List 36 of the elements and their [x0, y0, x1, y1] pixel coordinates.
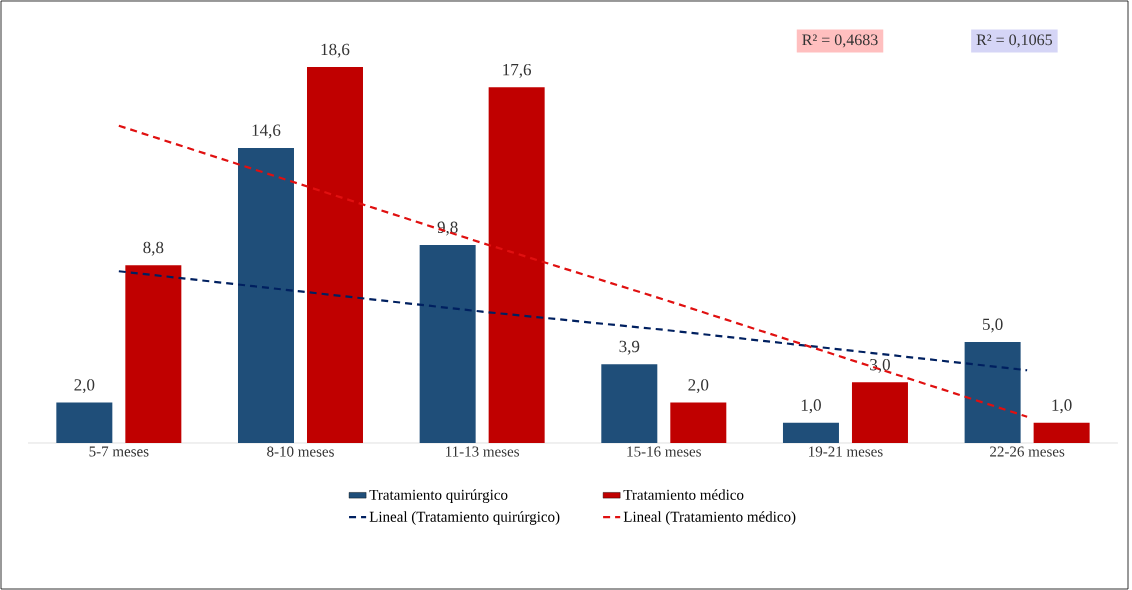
- data-label: 18,6: [321, 43, 350, 58]
- data-label: 5,0: [982, 318, 1003, 333]
- data-label: 9,8: [437, 221, 458, 236]
- bar: [1033, 422, 1090, 443]
- data-label: 1,0: [1052, 399, 1072, 414]
- data-label: 3,9: [619, 340, 640, 355]
- data-label: 3,0: [870, 358, 890, 373]
- data-label: 2,0: [688, 379, 709, 394]
- legend-label: Tratamiento médico: [623, 489, 744, 500]
- bar: [125, 265, 182, 443]
- bar: [56, 402, 113, 443]
- x-tick-label: 19-21 meses: [809, 446, 883, 457]
- bar: [419, 244, 476, 443]
- legend-label: Lineal (Tratamiento médico): [623, 511, 796, 525]
- x-tick-label: 11-13 meses: [446, 446, 520, 457]
- data-label: 2,0: [74, 379, 95, 394]
- bar: [670, 402, 727, 443]
- x-tick-label: 5-7 meses: [89, 446, 149, 457]
- x-tick-label: 22-26 meses: [990, 446, 1065, 457]
- bar: [782, 422, 839, 443]
- data-label: 8,8: [143, 241, 164, 256]
- data-label: 14,6: [252, 124, 281, 139]
- bar: [851, 382, 908, 443]
- x-tick-label: 15-16 meses: [627, 446, 701, 457]
- text: R² = 0,1065: [976, 34, 1053, 48]
- legend-label: Tratamiento quirúrgico: [369, 489, 508, 503]
- bar: [237, 147, 294, 443]
- data-label: 1,0: [801, 399, 821, 414]
- bar: [488, 87, 545, 443]
- text: R² = 0,4683: [802, 34, 878, 48]
- data-label: 17,6: [503, 63, 532, 78]
- bar: [964, 341, 1021, 443]
- legend-label: Lineal (Tratamiento quirúrgico): [369, 511, 560, 525]
- bar: [601, 364, 658, 443]
- x-tick-label: 8-10 meses: [267, 446, 334, 457]
- bar: [307, 67, 363, 443]
